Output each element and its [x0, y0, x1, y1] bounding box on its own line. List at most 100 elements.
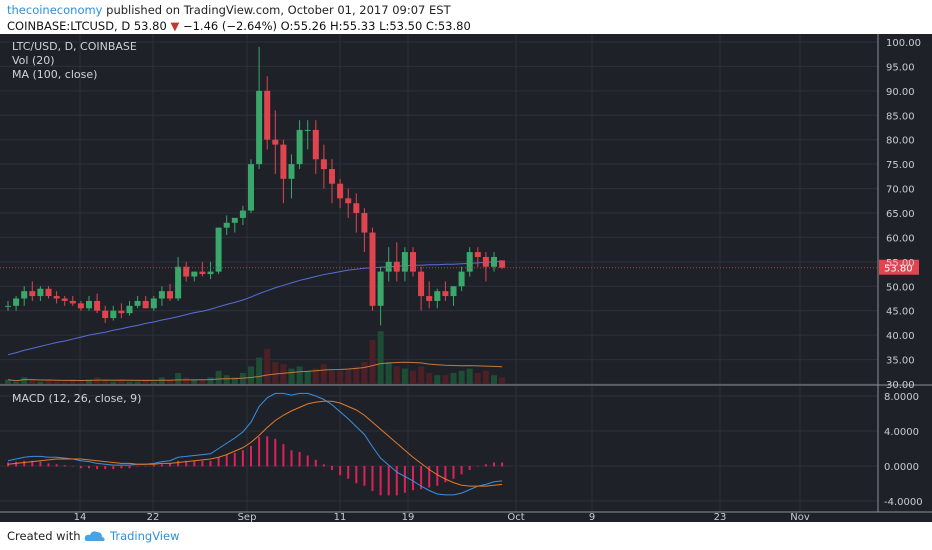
volume-bar [296, 366, 303, 384]
candle-body [256, 90, 263, 165]
candle-body [337, 183, 344, 199]
volume-bar [256, 357, 263, 384]
candle-body [77, 303, 84, 309]
volume-bar [118, 379, 125, 384]
time-tick-label: Sep [238, 512, 257, 522]
candle-body [231, 217, 238, 223]
price-tick-label: 65.00 [886, 209, 915, 220]
candle-body [69, 300, 76, 304]
candle-body [280, 144, 287, 179]
volume-bar [126, 381, 133, 384]
volume-bar [353, 366, 360, 384]
candle-body [329, 169, 335, 184]
candle-body [191, 271, 198, 277]
candle-body [288, 164, 295, 179]
price-tick-label: 40.00 [886, 331, 915, 342]
candle-body [142, 300, 149, 309]
volume-bar [458, 370, 465, 384]
price-tick-label: 30.00 [886, 380, 915, 391]
candle-body [175, 266, 182, 299]
publish-header: thecoineconomy published on TradingView.… [0, 0, 932, 34]
volume-bar [207, 377, 214, 384]
candle-body [126, 305, 133, 314]
volume-bar [272, 362, 279, 384]
candle-body [296, 129, 303, 165]
volume-bar [337, 370, 344, 384]
candle-body [264, 90, 271, 140]
candle-body [239, 210, 246, 218]
candle-body [45, 288, 52, 297]
candle-body [248, 164, 254, 211]
time-tick-label: Oct [507, 512, 524, 522]
volume-bar [53, 381, 60, 384]
candle-body [21, 291, 28, 299]
volume-bar [312, 368, 319, 384]
candle-body [410, 252, 416, 272]
volume-bar [466, 368, 473, 384]
volume-bar [369, 340, 376, 384]
volume-bar [280, 364, 287, 384]
candle-body [61, 298, 68, 301]
candle-body [86, 300, 92, 309]
candle-body [215, 227, 222, 272]
time-tick-label: 9 [589, 512, 595, 522]
candle-body [199, 271, 206, 275]
volume-bar [77, 381, 84, 384]
chart-area[interactable]: 53.80 100.00 95.00 90.00 85.00 80.00 75.00 70.0… [0, 34, 932, 523]
ohlc-values: O:55.26 H:55.33 L:53.50 C:53.80 [280, 19, 471, 33]
candle-body [158, 291, 165, 299]
macd-tick-label: 0.0000 [884, 462, 919, 473]
candle-body [223, 222, 230, 228]
candle-body [53, 296, 60, 299]
candle-body [183, 266, 190, 277]
macd-legend: MACD (12, 26, close, 9) [12, 392, 142, 405]
volume-bar [442, 375, 449, 384]
author-link[interactable]: thecoineconomy [7, 3, 103, 17]
volume-bar [142, 379, 149, 384]
volume-bar [183, 377, 190, 384]
volume-bar [410, 370, 416, 384]
tradingview-cloud-icon [84, 531, 105, 541]
candle-body [150, 298, 157, 309]
volume-bar [393, 366, 400, 384]
price-tick-label: 80.00 [886, 136, 915, 147]
volume-bar [401, 368, 408, 384]
macd-line [7, 392, 503, 496]
candle-body [272, 139, 279, 145]
price-tick-label: 70.00 [886, 185, 915, 196]
candle-body [426, 296, 433, 301]
volume-bar [215, 370, 222, 384]
publish-line: thecoineconomy published on TradingView.… [7, 3, 451, 17]
volume-bar [377, 331, 384, 384]
volume-bar [320, 364, 327, 384]
volume-bar [474, 373, 481, 384]
volume-bar [482, 370, 489, 384]
chart-svg[interactable]: 53.80 100.00 95.00 90.00 85.00 80.00 75.00 70.0… [0, 34, 932, 523]
price-tick-label: 60.00 [886, 233, 915, 244]
tradingview-brand[interactable]: TradingView [110, 529, 180, 543]
symbol-quote-line: COINBASE:LTCUSD, D 53.80 ▼ −1.46 (−2.64%… [7, 19, 471, 33]
volume-bar [385, 362, 392, 384]
volume-bar [37, 381, 44, 384]
candle-body [110, 310, 117, 319]
time-tick-label: 11 [334, 512, 347, 522]
time-tick-label: 22 [147, 512, 160, 522]
price-tick-label: 90.00 [886, 87, 915, 98]
candle-body [304, 129, 311, 131]
candle-body [491, 256, 497, 267]
last-price-label: 53.80 [884, 264, 913, 275]
footer: Created with TradingView [0, 522, 932, 550]
price-tick-label: 75.00 [886, 160, 915, 171]
price-tick-label: 50.00 [886, 282, 915, 293]
volume-bar [13, 381, 20, 384]
symbol-legend: LTC/USD, D, COINBASE [12, 40, 137, 53]
candle-body [13, 298, 20, 306]
volume-bar [248, 366, 254, 384]
candle-body [499, 260, 506, 268]
volume-bar [264, 348, 271, 384]
candle-body [118, 310, 125, 314]
volume-bar [150, 381, 157, 384]
volume-bar [102, 379, 109, 384]
created-with-text: Created with [7, 529, 81, 543]
volume-bar [418, 366, 425, 384]
